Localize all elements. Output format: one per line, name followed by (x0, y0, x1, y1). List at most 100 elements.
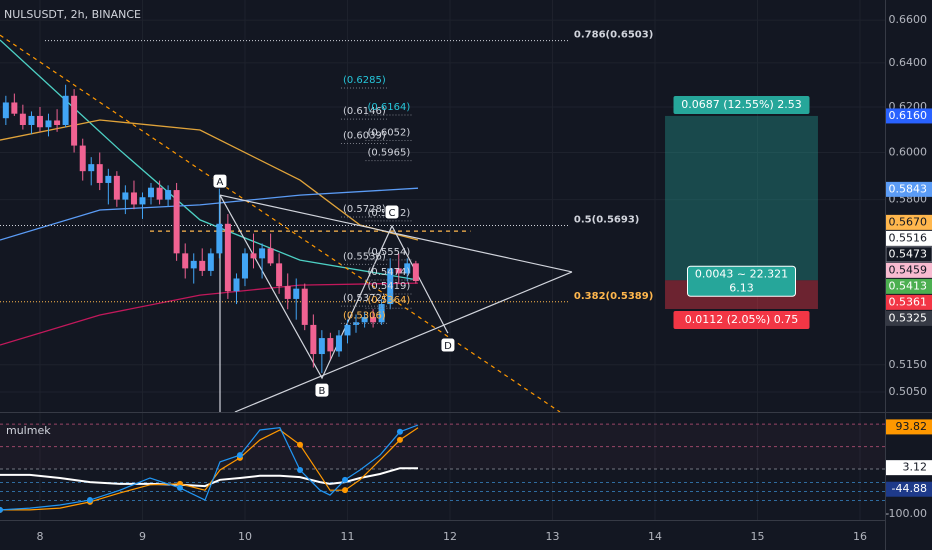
candle-body (62, 95, 69, 125)
candle-body (412, 263, 419, 282)
candle-body (96, 164, 103, 183)
indicator-dot (297, 466, 304, 473)
moving-average (0, 39, 419, 281)
candle-body (2, 102, 9, 119)
candle-body (122, 192, 129, 200)
price-tag (886, 214, 932, 230)
target-label-box (673, 95, 810, 114)
indicator-line (0, 467, 418, 488)
candle-body (318, 338, 325, 355)
candle-body (105, 175, 112, 183)
candle-body (233, 278, 240, 292)
candle-body (113, 175, 120, 200)
price-tag (886, 294, 932, 310)
x-tick-label: 12 (443, 530, 457, 543)
level-label: (0.5419) (367, 281, 410, 292)
moving-average (0, 282, 419, 346)
symbol-title: NULSUSDT, 2h, BINANCE (4, 8, 141, 21)
candle-body (139, 197, 146, 205)
candle-body (147, 187, 154, 198)
level-label: (0.5364) (367, 295, 410, 306)
price-tag-label: 0.5670 (889, 215, 928, 228)
stop-label: 0.0112 (2.05%) 0.75 (685, 313, 799, 326)
candle-body (19, 113, 26, 125)
pattern-label: A (217, 177, 224, 188)
level-label: (0.5728) (343, 204, 386, 215)
indicator-line (0, 427, 419, 511)
candle-body (79, 145, 86, 172)
value-tag (886, 460, 932, 476)
indicator-dot (297, 441, 304, 448)
indicator-dot (342, 487, 349, 494)
axes: 8 9 10 11 12 13 14 15 160.50500.51500.58000.6000… (36, 13, 932, 543)
y-tick-label: 0.5150 (889, 358, 928, 371)
level-label: (0.5306) (343, 310, 386, 321)
value-tag (886, 419, 932, 435)
price-tag (886, 278, 932, 294)
candle-body (88, 164, 95, 172)
candle-body (216, 223, 223, 254)
indicator-title: mulmek (6, 424, 51, 437)
level-label: (0.6039) (343, 131, 386, 142)
y-tick-label: 0.6000 (889, 146, 928, 159)
candle-body (130, 192, 137, 205)
candle-body (378, 304, 385, 323)
candle-body (241, 253, 248, 279)
candle-body (71, 95, 78, 146)
pattern-point (440, 337, 456, 353)
candle-body (173, 190, 180, 254)
candle-body (301, 288, 308, 325)
indicator-dot (176, 484, 183, 491)
candle-body (156, 187, 163, 200)
x-tick-label: 10 (238, 530, 252, 543)
indicator-dot (396, 436, 403, 443)
candle-body (404, 263, 411, 274)
candle-body (224, 223, 231, 292)
trendline (0, 34, 561, 412)
indicator-dot (236, 452, 243, 459)
candle-body (335, 335, 342, 352)
candle-body (182, 253, 189, 269)
value-tag (886, 481, 932, 497)
trendline (219, 194, 449, 380)
pattern-label: B (319, 386, 326, 397)
x-tick-label: 11 (340, 530, 354, 543)
candle-body (45, 120, 52, 128)
candle-body (190, 260, 197, 269)
candle-body (395, 268, 402, 274)
price-tag-label: 0.5325 (889, 311, 928, 324)
price-tag (886, 108, 932, 124)
indicator-line (0, 424, 419, 511)
price-pane: 0.786(0.6503) 0.5(0.5693) 0.382(0.5389) (0.… (0, 0, 885, 412)
pattern-point (212, 173, 228, 189)
candle-body (293, 288, 300, 299)
candle-body (250, 253, 257, 259)
candle-body (361, 317, 368, 323)
indicator-dot (86, 497, 93, 504)
candle-body (165, 190, 172, 200)
price-tag-label: 0.5516 (889, 231, 928, 244)
candle-body (11, 102, 18, 114)
candle-body (207, 253, 214, 271)
x-tick-label: 8 (36, 530, 43, 543)
trendline (234, 271, 573, 412)
mid-label-box (686, 265, 796, 297)
candle-body (36, 115, 43, 128)
candle-body (259, 248, 266, 259)
indicator-pane (0, 413, 885, 520)
price-tag-label: 0.5413 (889, 279, 928, 292)
level-label: (0.5474) (367, 267, 410, 278)
candle-body (276, 263, 283, 287)
profit-zone (665, 115, 818, 281)
y-tick-label: 0.6400 (889, 56, 928, 69)
level-label: (0.5965) (367, 148, 410, 159)
price-tag (886, 310, 932, 326)
level-label: (0.6146) (343, 106, 386, 117)
price-tag-label: 0.5361 (889, 295, 928, 308)
indicator-band (0, 424, 885, 470)
candle-body (344, 324, 351, 336)
candle-body (199, 260, 206, 271)
level-label: (0.5372) (343, 293, 386, 304)
level-label: (0.6052) (367, 128, 410, 139)
